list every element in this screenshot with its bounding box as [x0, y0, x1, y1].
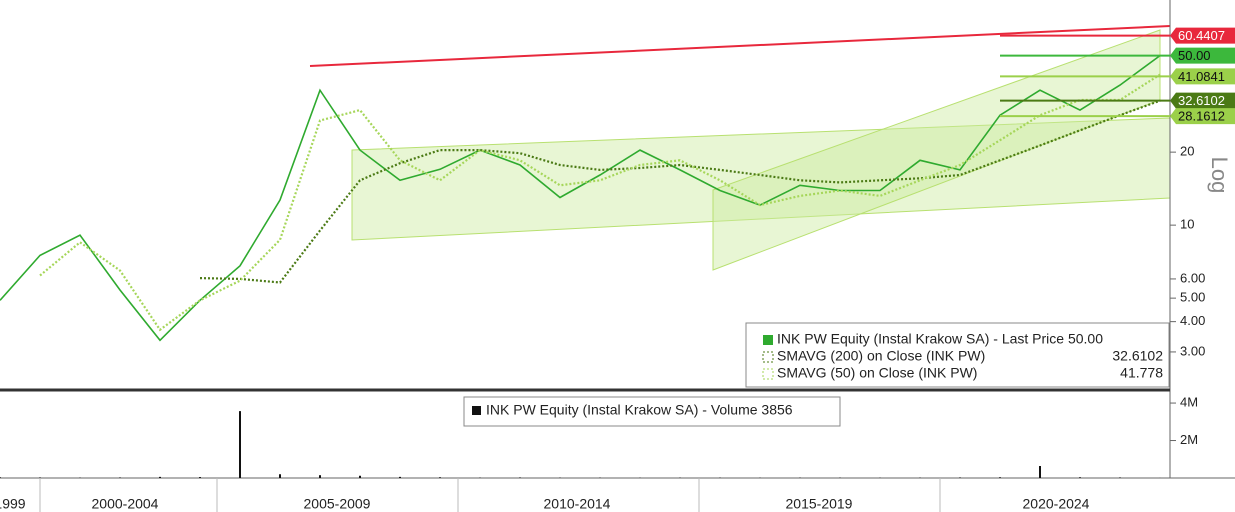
price-flag: [1170, 47, 1235, 64]
volume-bar: [1119, 477, 1121, 478]
legend-box: [463, 396, 841, 427]
price-flag-label: 28.1612: [1178, 109, 1225, 124]
volume-bar: [279, 474, 281, 478]
volume-bar: [399, 476, 401, 478]
legend-swatch: [762, 351, 774, 363]
price-flag: [1170, 68, 1235, 85]
volume-bar: [199, 477, 201, 478]
y-tick-label: 4M: [1180, 394, 1198, 409]
volume-bar: [0, 477, 1, 478]
legend-swatch: [762, 368, 774, 380]
price-flag: [1170, 108, 1235, 125]
legend-value: 41.778: [1120, 365, 1163, 381]
x-tick-label: 2000-2004: [92, 496, 159, 512]
legend-swatch: [472, 406, 481, 415]
volume-bar: [239, 411, 241, 478]
price-flag-label: 32.6102: [1178, 93, 1225, 108]
y-tick-label: 3.00: [1180, 343, 1205, 358]
legend-label: SMAVG (200) on Close (INK PW): [777, 348, 985, 364]
volume-bar: [1079, 477, 1081, 478]
y-tick-label: 6.00: [1180, 270, 1205, 285]
x-tick-label: 2010-2014: [544, 496, 611, 512]
legend-label: INK PW Equity (Instal Krakow SA) - Volum…: [486, 402, 793, 418]
price-flag: [1170, 92, 1235, 109]
volume-bar: [159, 476, 161, 478]
volume-bar: [999, 477, 1001, 478]
y-tick-label: 5.00: [1180, 290, 1205, 305]
volume-bar: [959, 477, 961, 478]
x-tick-label: 2015-2019: [786, 496, 853, 512]
y-tick-label: 2M: [1180, 432, 1198, 447]
legend-label: SMAVG (50) on Close (INK PW): [777, 365, 977, 381]
legend-label: INK PW Equity (Instal Krakow SA) - Last …: [777, 331, 1103, 347]
legend-value: 32.6102: [1112, 348, 1163, 364]
price-flag: [1170, 27, 1235, 44]
sma-line: [39, 73, 1161, 332]
volume-bar: [119, 477, 121, 478]
volume-bar: [1039, 466, 1041, 478]
price-flag-label: 41.0841: [1178, 69, 1225, 84]
x-tick-label: 2020-2024: [1023, 496, 1090, 512]
y-tick-label: 4.00: [1180, 313, 1205, 328]
y-tick-label: 20: [1180, 144, 1194, 159]
x-tick-label: 1999: [0, 496, 26, 512]
legend-box: [745, 322, 1170, 388]
legend-swatch: [763, 335, 773, 345]
y-axis-label: Log: [1207, 157, 1232, 194]
volume-bar: [319, 475, 321, 478]
price-flag-label: 50.00: [1178, 48, 1211, 63]
x-tick-label: 2005-2009: [304, 496, 371, 512]
period-separators: [39, 478, 941, 512]
volume-bar: [439, 477, 441, 478]
volume-bar: [519, 477, 521, 478]
volume-bar: [39, 477, 41, 478]
price-flag-label: 60.4407: [1178, 28, 1225, 43]
resistance-line: [309, 25, 1171, 67]
legend: INK PW Equity (Instal Krakow SA) - Last …: [745, 322, 1170, 388]
y-tick-label: 10: [1180, 217, 1194, 232]
sma-line: [199, 99, 1161, 284]
volume-legend: INK PW Equity (Instal Krakow SA) - Volum…: [463, 396, 841, 427]
volume-bar: [359, 475, 361, 478]
